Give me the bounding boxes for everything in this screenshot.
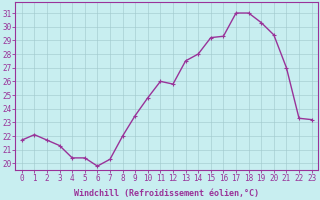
X-axis label: Windchill (Refroidissement éolien,°C): Windchill (Refroidissement éolien,°C) xyxy=(74,189,259,198)
